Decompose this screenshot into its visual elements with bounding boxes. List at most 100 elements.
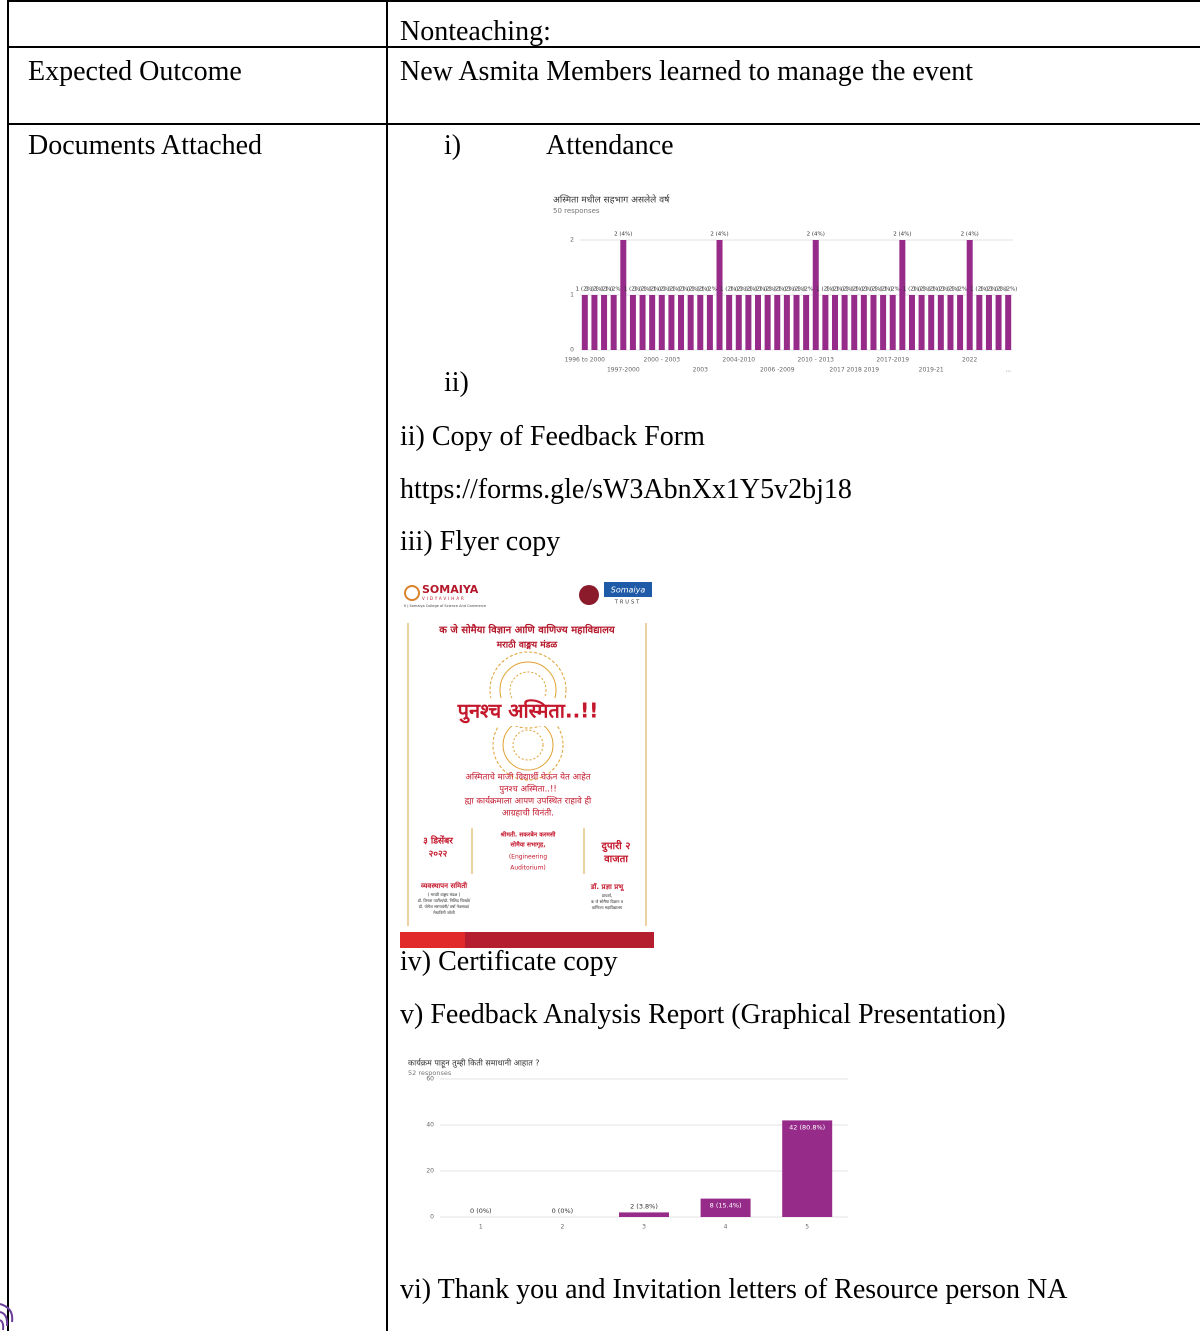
data-label: 1 (2%): [884, 287, 902, 293]
bar: [726, 295, 732, 350]
flyer-text: दुपारी २: [601, 839, 631, 853]
data-label: 0 (0%): [552, 1207, 574, 1215]
cell-text: New Asmita Members learned to manage the…: [400, 56, 973, 88]
cell-text: Nonteaching:: [400, 16, 551, 48]
bar: [774, 295, 780, 350]
logo: [579, 585, 599, 605]
feedback-chart: कार्यक्रम पाहून तुम्ही किती समाधानी आहात…: [400, 1055, 860, 1235]
list-marker: ii): [444, 367, 469, 399]
data-label: 1 (2%): [951, 287, 969, 293]
list-item: iv) Certificate copy: [400, 946, 618, 978]
x-tick-label: 2004-2010: [722, 357, 755, 364]
row-label: Documents Attached: [28, 130, 262, 162]
y-tick-label: 60: [426, 1076, 434, 1083]
table-border: [7, 0, 9, 1331]
bar: [842, 295, 848, 350]
data-label: 2 (3.8%): [630, 1202, 658, 1210]
bar: [601, 295, 607, 350]
flyer: SOMAIYA VIDYAVIHAR K J Somaiya College o…: [400, 578, 654, 948]
data-label: 2 (4%): [807, 232, 825, 238]
data-label: 42 (80.8%): [789, 1123, 825, 1131]
bar: [678, 295, 684, 350]
bar: [630, 295, 636, 350]
bar: [707, 295, 713, 350]
bar: [822, 295, 828, 350]
bar: [803, 295, 809, 350]
flyer-text: Auditorium): [510, 865, 546, 872]
flyer-text: वाणिज्य महाविद्यालय: [592, 905, 623, 910]
x-tick-label: 1996 to 2000: [565, 357, 606, 364]
bar: [870, 295, 876, 350]
bar: [688, 295, 694, 350]
list-item: Attendance: [546, 130, 674, 162]
x-tick-label: 2017-2019: [876, 357, 909, 364]
data-label: 1 (2%): [999, 287, 1017, 293]
bar: [851, 295, 857, 350]
bar: [890, 295, 896, 350]
data-label: 2 (4%): [893, 232, 911, 238]
page: { "table": { "rows": [ {"content": "Nont…: [0, 0, 1200, 1331]
flyer-text: ह्या कार्यक्रमाला आपण उपस्थित राहावे ही: [465, 796, 592, 807]
list-item: ii) Copy of Feedback Form: [400, 421, 705, 453]
flyer-text: डॉ. प्रज्ञा प्रभू: [590, 882, 625, 892]
flyer-title: पुनश्च अस्मिता..!!: [457, 699, 599, 724]
bar: [736, 295, 742, 350]
x-tick-label: 4: [724, 1224, 728, 1231]
chart-subtitle: 50 responses: [553, 207, 600, 215]
bar: [986, 295, 992, 350]
flyer-text: आग्रहाची विनंती.: [502, 808, 554, 819]
flyer-text: मेधाविनी जोशी: [433, 910, 455, 915]
flyer-text: २०२२: [429, 850, 448, 860]
bar: [976, 295, 982, 350]
flyer-text: क जे सोमैया विज्ञान आणि वाणिज्य महाविद्य…: [438, 623, 616, 636]
bar: [640, 295, 646, 350]
table-border: [7, 0, 1200, 2]
chart-title: कार्यक्रम पाहून तुम्ही किती समाधानी आहात…: [408, 1058, 540, 1069]
x-tick-label: 1997-2000: [607, 367, 640, 374]
bar: [996, 295, 1002, 350]
x-tick-label: 2017 2018 2019: [829, 367, 879, 374]
y-tick-label: 1: [570, 292, 574, 299]
y-tick-label: 20: [426, 1168, 434, 1175]
attendance-chart: अस्मिता मधील सहभाग असलेले वर्ष50 respons…: [545, 190, 1015, 380]
footer-bar: [400, 932, 465, 948]
bar: [919, 295, 925, 350]
bar: [697, 295, 703, 350]
x-tick-label: 2003: [693, 367, 708, 374]
flyer-text: प्राचार्य,: [602, 893, 612, 898]
chart-title: अस्मिता मधील सहभाग असलेले वर्ष: [553, 194, 670, 206]
x-tick-label: 2000 - 2003: [644, 357, 681, 364]
x-tick-label: 2: [560, 1224, 564, 1231]
flyer-text: वाजता: [603, 854, 628, 865]
flyer-text: ( मराठी वाङ्मय मंडळ ): [428, 892, 461, 897]
y-tick-label: 2: [570, 237, 574, 244]
flyer-text: मराठी वाङ्मय मंडळ: [496, 639, 559, 651]
x-tick-label: 1: [479, 1224, 483, 1231]
bar: [765, 295, 771, 350]
flyer-text: अस्मिताचे माजी विद्यार्थी घेऊन येत आहेत: [465, 772, 590, 783]
bar: [957, 295, 963, 350]
flyer-text: क जे सोमैया विज्ञान व: [591, 899, 624, 904]
bar: [755, 295, 761, 350]
bar: [784, 295, 790, 350]
x-tick-label: 2006 -2009: [760, 367, 795, 374]
x-tick-label: 2019-21: [919, 367, 944, 374]
table-border: [386, 0, 388, 1331]
x-tick-label: 5: [805, 1224, 809, 1231]
link[interactable]: https://forms.gle/sW3AbnXx1Y5v2bj18: [400, 474, 852, 506]
y-tick-label: 0: [430, 1214, 434, 1221]
flyer-text: TRUST: [614, 600, 641, 606]
list-item: vi) Thank you and Invitation letters of …: [400, 1274, 1067, 1306]
y-tick-label: 40: [426, 1122, 434, 1129]
data-label: 8 (15.4%): [710, 1202, 742, 1210]
list-item: iii) Flyer copy: [400, 526, 560, 558]
data-label: 1 (2%): [797, 287, 815, 293]
bar: [832, 295, 838, 350]
bar: [782, 1120, 832, 1217]
data-label: 2 (4%): [614, 232, 632, 238]
table-border: [7, 46, 1200, 48]
logo-stroke: [0, 1304, 12, 1330]
bar: [794, 295, 800, 350]
flyer-text: (Engineering: [509, 854, 548, 861]
flyer-text: SOMAIYA: [422, 583, 479, 596]
